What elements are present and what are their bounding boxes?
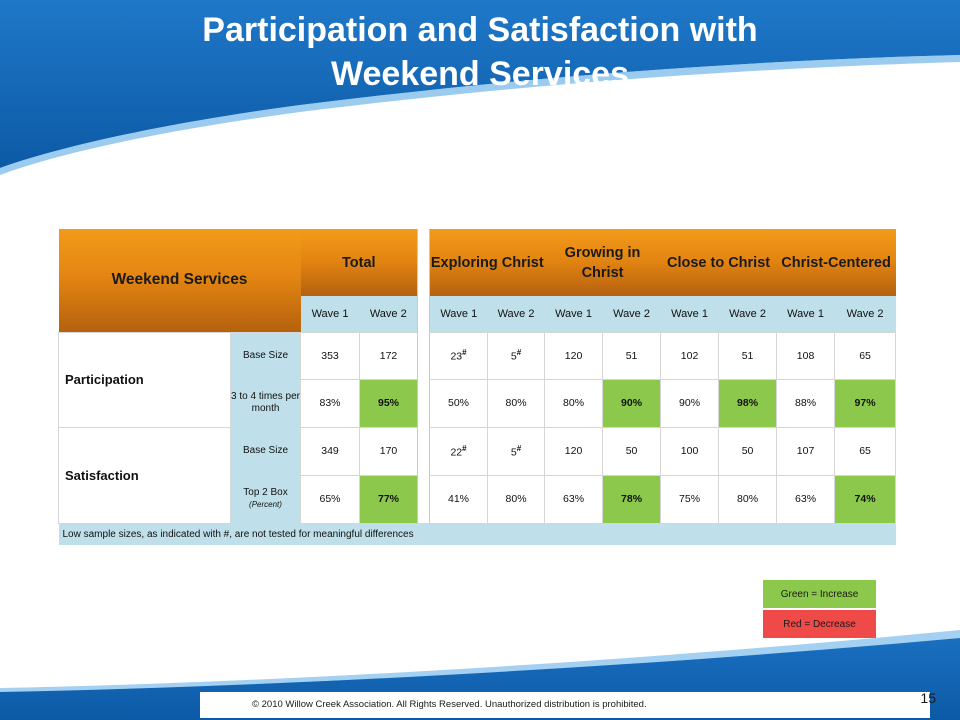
table-cell: 65: [834, 331, 897, 380]
wave-header: Wave 1: [660, 296, 719, 332]
table-cell: 50: [602, 426, 662, 476]
table-row: Top 2 Box (Percent) 65% 77% 41% 80% 63% …: [59, 474, 897, 524]
table-cell-increase: 78%: [602, 474, 662, 524]
table-cell: 170: [359, 426, 419, 476]
page-title: Participation and Satisfaction with Week…: [0, 8, 960, 96]
table-cell-increase: 97%: [834, 378, 897, 428]
table-cell-increase: 98%: [718, 378, 778, 428]
table-cell: 5#: [487, 426, 546, 476]
group-header-growing: Growing in Christ: [544, 229, 661, 296]
table-corner-label: Weekend Services: [58, 229, 301, 332]
wave-header: Wave 1: [300, 296, 360, 332]
table-cell: 353: [300, 331, 361, 380]
sub-label-text: Top 2 Box: [243, 487, 288, 498]
sub-label: Base Size: [229, 331, 302, 380]
table-row: Satisfaction Base Size 349 170 22# 5# 12…: [58, 426, 897, 524]
table-cell: 63%: [544, 474, 604, 524]
group-header-total: Total: [300, 229, 418, 296]
table-cell: 50%: [429, 378, 489, 428]
table-cell: 349: [300, 426, 361, 476]
cell-value: 5: [510, 446, 517, 459]
table-row: Participation Base Size 353 172 23# 5# 1…: [58, 331, 897, 428]
wave-header: Wave 2: [834, 296, 896, 332]
sub-label-note: (Percent): [249, 500, 282, 509]
cell-value: 22: [450, 446, 463, 459]
page-title-line1: Participation and Satisfaction with: [202, 11, 758, 49]
table-cell-increase: 77%: [359, 474, 419, 524]
table-cell: 41%: [429, 474, 489, 524]
table-cell: 102: [660, 331, 720, 380]
legend-increase: Green = Increase: [763, 580, 876, 608]
wave-header: Wave 1: [544, 296, 603, 332]
table-cell: 80%: [487, 378, 546, 428]
wave-header: Wave 2: [359, 296, 418, 332]
wave-header: Wave 2: [602, 296, 661, 332]
header-background: [0, 0, 960, 175]
table-cell-increase: 95%: [359, 378, 419, 428]
group-header-exploring: Exploring Christ: [429, 229, 545, 296]
column-gap: [417, 229, 431, 523]
table-cell: 120: [544, 426, 604, 476]
low-sample-marker: #: [516, 348, 522, 358]
page-title-line2: Weekend Services: [331, 55, 629, 93]
table-cell: 65: [834, 426, 897, 476]
table-cell: 51: [602, 331, 662, 380]
table-cell: 5#: [487, 331, 546, 380]
table-cell: 23#: [429, 331, 489, 380]
footer-background: [0, 630, 960, 720]
legend-decrease: Red = Decrease: [763, 610, 876, 638]
table-cell: 80%: [487, 474, 546, 524]
table-row: 3 to 4 times per month 83% 95% 50% 80% 8…: [59, 378, 897, 428]
group-header-close: Close to Christ: [660, 229, 777, 296]
table-cell: 22#: [429, 426, 489, 476]
section-label-satisfaction: Satisfaction: [58, 426, 231, 524]
table-cell: 83%: [300, 378, 361, 428]
low-sample-marker: #: [462, 348, 467, 358]
table-cell: 108: [776, 331, 836, 380]
table-cell: 51: [718, 331, 778, 380]
table-cell: 120: [544, 331, 604, 380]
table-cell: 100: [660, 426, 720, 476]
table-cell: 107: [776, 426, 836, 476]
page-number: 15: [920, 690, 936, 706]
table-cell: 88%: [776, 378, 836, 428]
wave-header: Wave 2: [487, 296, 545, 332]
low-sample-marker: #: [516, 443, 522, 453]
table-cell: 75%: [660, 474, 720, 524]
table-cell: 80%: [544, 378, 604, 428]
table-cell: 63%: [776, 474, 836, 524]
table-cell-increase: 74%: [834, 474, 897, 524]
table-cell: 90%: [660, 378, 720, 428]
footer-copyright: © 2010 Willow Creek Association. All Rig…: [252, 699, 647, 710]
table-cell-increase: 90%: [602, 378, 662, 428]
low-sample-note: Low sample sizes, as indicated with #, a…: [58, 522, 896, 545]
sub-label: 3 to 4 times per month: [229, 378, 302, 428]
table-cell: 65%: [300, 474, 361, 524]
table-cell: 172: [359, 331, 419, 380]
section-label-participation: Participation: [58, 331, 231, 428]
sub-label: Top 2 Box (Percent): [229, 474, 302, 524]
cell-value: 23: [450, 350, 463, 363]
low-sample-marker: #: [462, 443, 467, 453]
wave-header: Wave 2: [718, 296, 777, 332]
weekend-services-table: Weekend Services Total Exploring Christ …: [58, 229, 897, 545]
table-cell: 50: [718, 426, 778, 476]
wave-header: Wave 1: [429, 296, 488, 332]
sub-label: Base Size: [229, 426, 302, 476]
group-header-christ-centered: Christ-Centered: [776, 229, 896, 296]
wave-header: Wave 1: [776, 296, 835, 332]
table-cell: 80%: [718, 474, 778, 524]
cell-value: 5: [510, 350, 517, 363]
